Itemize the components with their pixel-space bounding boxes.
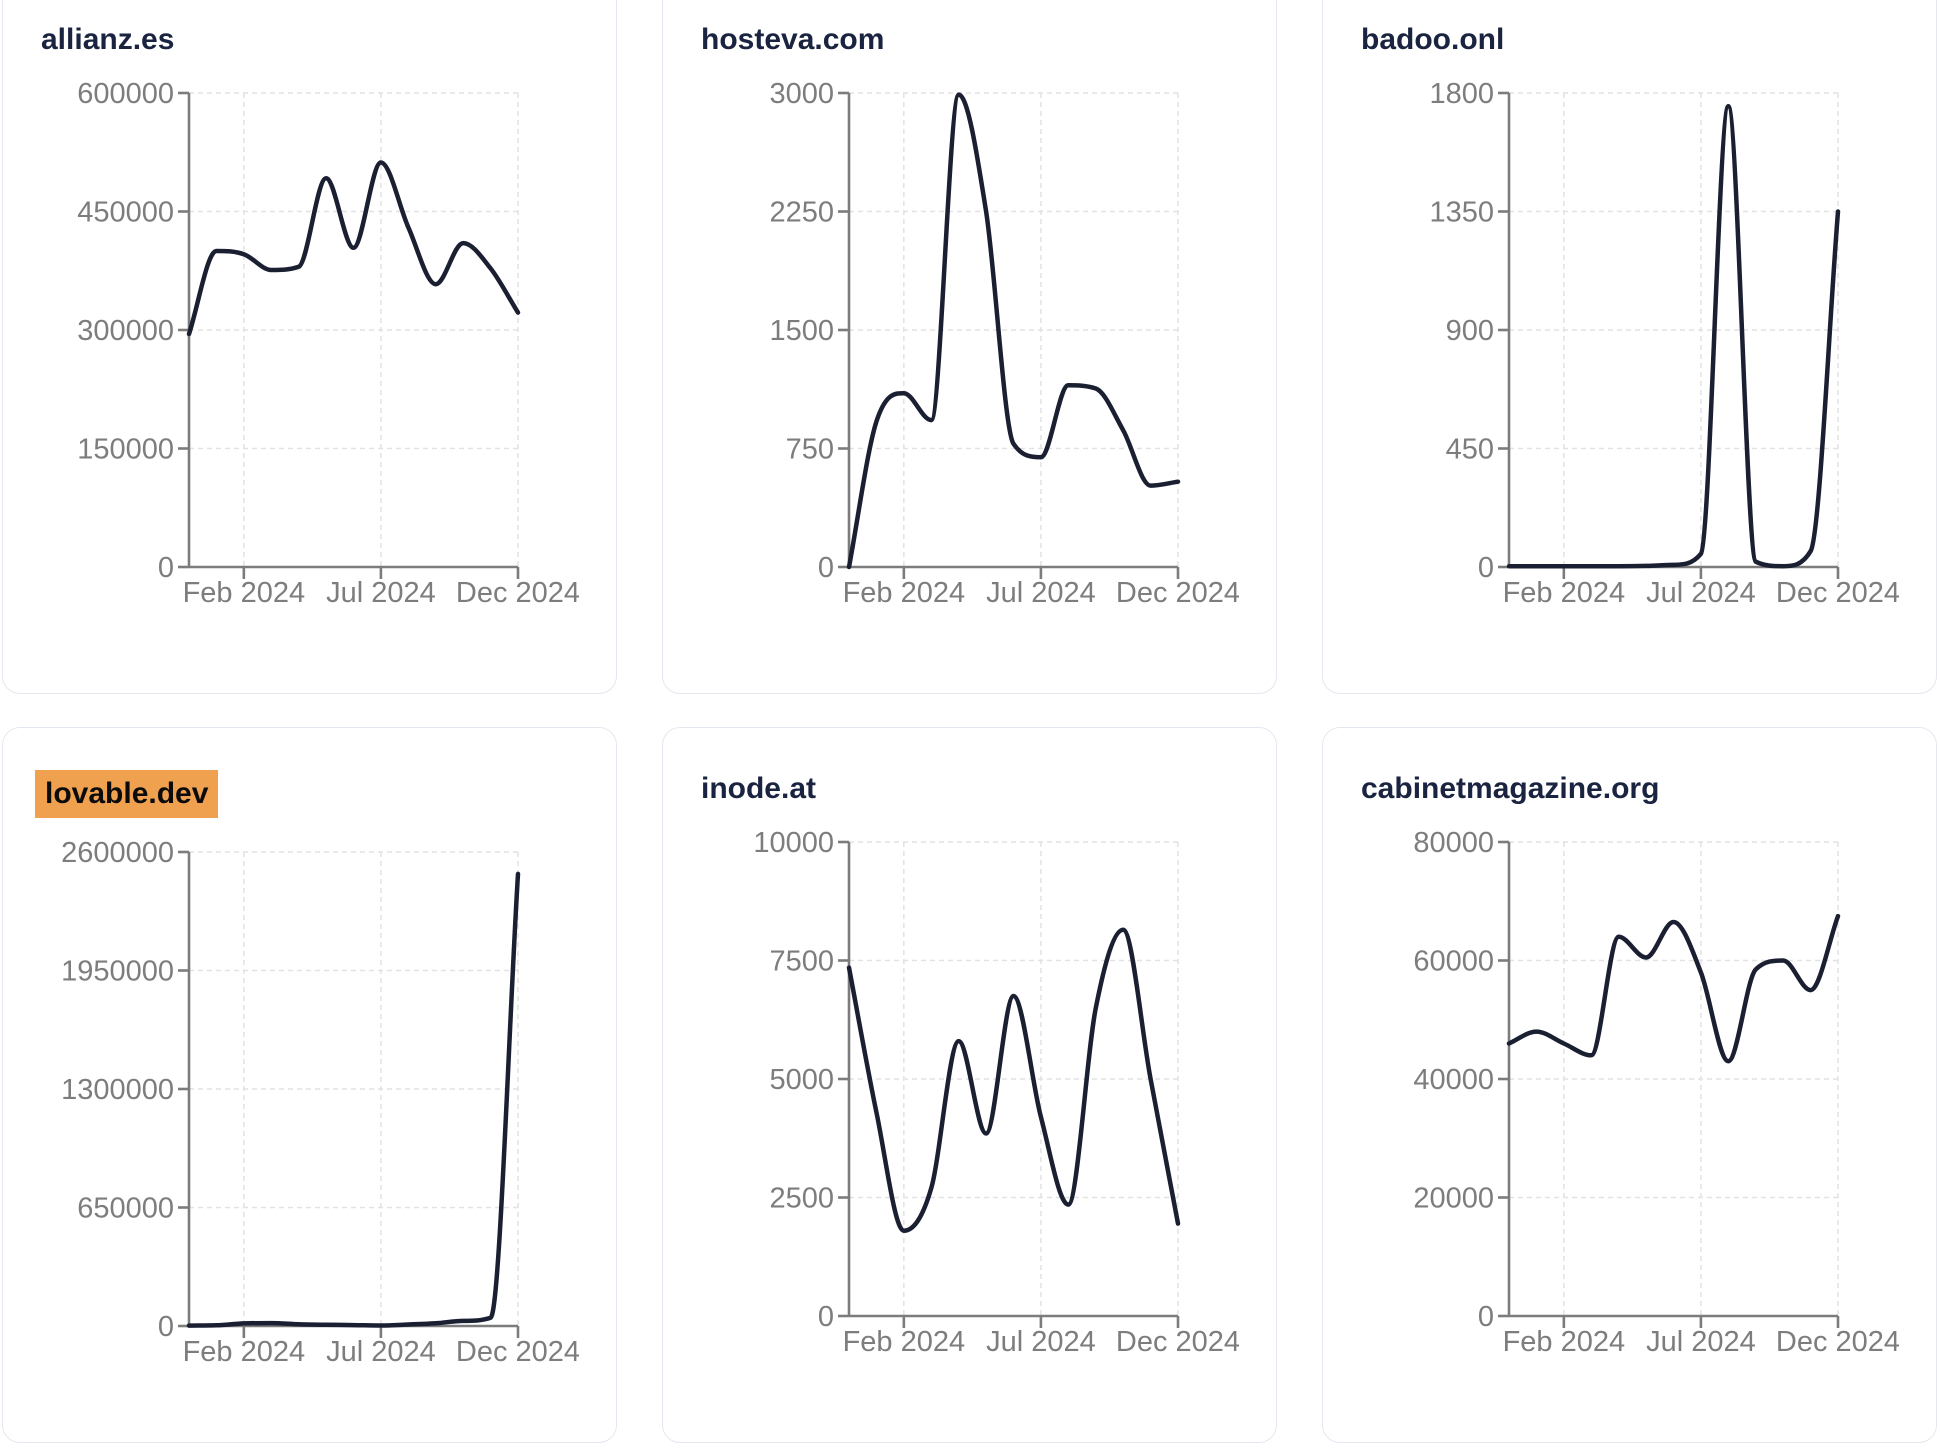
y-tick-label: 40000 [1413,1064,1494,1096]
y-tick-label: 2500 [769,1183,834,1215]
traffic-line-chart: 10000 7500 5000 2500 0 Feb 2024 Jul 2024 Dec 20… [753,827,1239,1358]
y-tick-label: 1950000 [61,956,174,988]
y-tick-label: 7500 [769,946,834,978]
y-tick-label: 2600000 [61,837,174,869]
x-tick-label: Dec 2024 [1776,577,1899,609]
x-tick-label: Jul 2024 [1646,577,1756,609]
domain-title: badoo.onl [1361,21,1898,59]
x-tick-label: Jul 2024 [326,1336,436,1368]
domain-title: allianz.es [41,21,578,59]
y-tick-label: 0 [158,552,174,584]
domain-title-text: cabinetmagazine.org [1361,772,1660,805]
domain-title-text: inode.at [701,772,817,805]
x-tick-label: Feb 2024 [843,1326,966,1358]
y-tick-label: 0 [1478,1301,1494,1333]
chart-card-inode-at: inode.at 10000 7500 5000 2500 0 Feb 2024 Jul 2… [662,727,1277,1443]
traffic-line-chart: 2600000 1950000 1300000 650000 0 Feb 2024 Jul … [61,837,579,1368]
chart-card-allianz-es: allianz.es 600000 450000 300000 150000 0 Feb … [2,0,617,694]
x-tick-label: Jul 2024 [1646,1326,1756,1358]
y-tick-label: 80000 [1413,827,1494,859]
y-tick-label: 450 [1446,434,1494,466]
x-tick-label: Jul 2024 [986,577,1096,609]
series-line [1506,103,1841,569]
y-tick-label: 450000 [77,197,174,229]
x-tick-label: Feb 2024 [183,1336,306,1368]
domain-title: hosteva.com [701,21,1238,59]
y-tick-label: 0 [1478,552,1494,584]
highlighted-domain-title-text: lovable.dev [35,770,219,818]
domain-title-text: badoo.onl [1361,23,1505,56]
y-tick-label: 600000 [77,78,174,110]
x-tick-label: Feb 2024 [843,577,966,609]
y-tick-label: 650000 [77,1193,174,1225]
y-tick-label: 0 [818,1301,834,1333]
series-line [1506,913,1841,1064]
domain-title-text: allianz.es [41,23,175,56]
x-tick-label: Jul 2024 [326,577,436,609]
domain-title-text: hosteva.com [701,23,885,56]
y-tick-label: 60000 [1413,946,1494,978]
y-tick-label: 1500 [769,315,834,347]
x-tick-label: Feb 2024 [1503,1326,1626,1358]
series-line [186,871,521,1328]
y-tick-label: 750 [786,434,834,466]
x-tick-label: Dec 2024 [456,577,579,609]
x-tick-label: Feb 2024 [1503,577,1626,609]
y-tick-label: 300000 [77,315,174,347]
chart-card-cabinetmagazine-org: cabinetmagazine.org 80000 60000 40000 20000… [1322,727,1937,1443]
x-tick-label: Jul 2024 [986,1326,1096,1358]
y-tick-label: 150000 [77,434,174,466]
chart-card-hosteva-com: hosteva.com 3000 2250 1500 750 0 Feb 2024 Jul … [662,0,1277,694]
y-tick-label: 5000 [769,1064,834,1096]
series-line [846,927,1181,1233]
x-tick-label: Dec 2024 [1116,1326,1239,1358]
y-tick-label: 900 [1446,315,1494,347]
y-tick-label: 20000 [1413,1183,1494,1215]
domain-title: cabinetmagazine.org [1361,770,1898,808]
y-tick-label: 3000 [769,78,834,110]
series-line [186,160,521,337]
x-tick-label: Feb 2024 [183,577,306,609]
domain-title: lovable.dev [35,770,578,818]
chart-card-badoo-onl: badoo.onl 1800 1350 900 450 0 Feb 2024 Jul 202… [1322,0,1937,694]
y-tick-label: 2250 [769,197,834,229]
traffic-line-chart: 80000 60000 40000 20000 0 Feb 2024 Jul 2024 Dec… [1413,827,1899,1358]
chart-card-lovable-dev: lovable.dev 2600000 1950000 1300000 650000 0… [2,727,617,1443]
y-tick-label: 10000 [753,827,834,859]
y-tick-label: 1300000 [61,1074,174,1106]
y-tick-label: 1350 [1429,197,1494,229]
traffic-line-chart: 600000 450000 300000 150000 0 Feb 2024 Jul 202… [77,78,579,609]
x-tick-label: Dec 2024 [456,1336,579,1368]
domain-title: inode.at [701,770,1238,808]
traffic-line-chart: 3000 2250 1500 750 0 Feb 2024 Jul 2024 Dec 2024 [769,78,1239,609]
series-line [846,92,1181,570]
x-tick-label: Dec 2024 [1116,577,1239,609]
y-tick-label: 1800 [1429,78,1494,110]
traffic-line-chart: 1800 1350 900 450 0 Feb 2024 Jul 2024 Dec 2024 [1429,78,1899,609]
y-tick-label: 0 [158,1311,174,1343]
y-tick-label: 0 [818,552,834,584]
x-tick-label: Dec 2024 [1776,1326,1899,1358]
